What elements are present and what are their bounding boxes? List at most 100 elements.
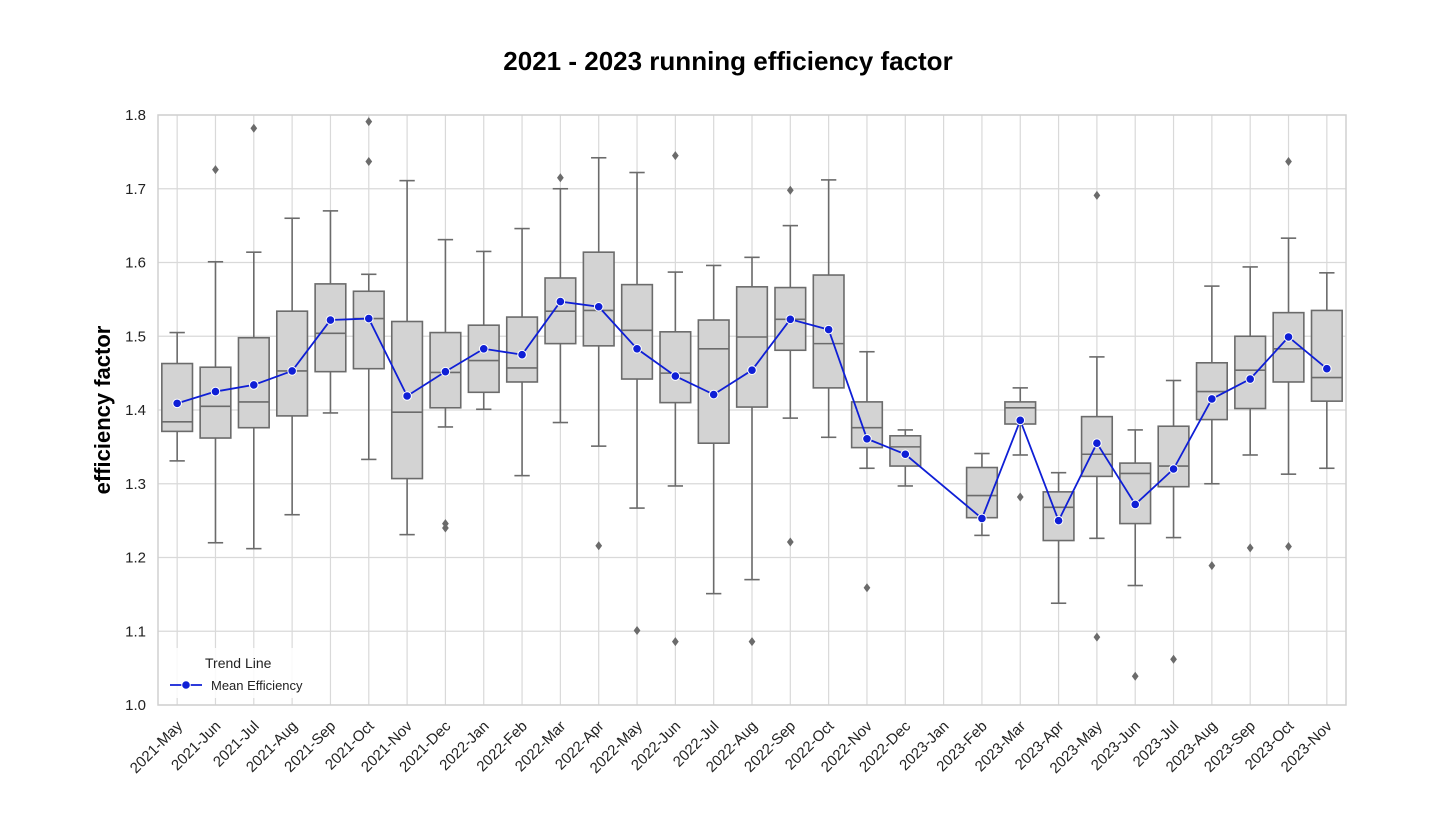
mean-efficiency-point: [670, 371, 681, 381]
mean-efficiency-point: [325, 315, 336, 325]
mean-efficiency-point: [363, 313, 374, 324]
mean-efficiency-point: [747, 365, 757, 375]
outlier-marker: [863, 583, 871, 593]
box-iqr: [735, 286, 769, 408]
box-iqr: [467, 324, 500, 394]
box-iqr: [697, 319, 730, 444]
box-2022-Jun: [659, 151, 692, 647]
outlier-marker: [1093, 632, 1101, 642]
box-2023-May: [1080, 190, 1114, 642]
trend-line: [172, 296, 1332, 526]
outlier-marker: [365, 156, 373, 166]
box-iqr: [582, 251, 615, 347]
box-2022-Feb: [505, 227, 539, 477]
legend-background: [162, 648, 322, 698]
outlier-marker: [1093, 190, 1101, 200]
outlier-marker: [633, 626, 641, 636]
box-2021-May: [161, 331, 194, 462]
y-tick-label: 1.7: [125, 181, 146, 198]
box-2021-Nov: [390, 179, 424, 536]
mean-efficiency-point: [1053, 515, 1064, 526]
outlier-marker: [786, 185, 794, 195]
outlier-marker: [748, 637, 756, 647]
box-iqr: [505, 316, 539, 383]
box-iqr: [1310, 309, 1343, 402]
y-tick-label: 1.8: [125, 107, 146, 124]
box-2021-Jul: [237, 123, 270, 550]
box-2023-Oct: [1272, 156, 1305, 551]
box-iqr: [352, 290, 385, 370]
box-iqr: [1234, 335, 1267, 410]
plot-frame: [157, 114, 1347, 706]
outlier-marker: [1285, 541, 1292, 551]
box-2023-Jun: [1119, 429, 1152, 681]
outlier-marker: [442, 519, 449, 529]
box-2023-Mar: [1004, 387, 1037, 502]
outlier-marker: [671, 637, 679, 647]
y-tick-label: 1.4: [125, 402, 146, 419]
mean-efficiency-point: [708, 389, 719, 400]
outlier-marker: [1016, 492, 1024, 502]
box-iqr: [620, 283, 654, 380]
y-tick-label: 1.1: [125, 623, 146, 640]
mean-efficiency-point: [1283, 332, 1294, 342]
box-iqr: [1157, 425, 1190, 488]
outlier-marker: [786, 537, 794, 547]
outlier-marker: [365, 117, 373, 127]
mean-efficiency-point: [172, 398, 182, 409]
mean-efficiency-point: [287, 366, 297, 376]
y-ticks: 1.0 1.1 1.2 1.3 1.4 1.5 1.6 1.7 1.8: [125, 107, 146, 714]
box-2022-May: [620, 171, 654, 636]
box-2022-Jul: [697, 264, 730, 595]
box-iqr: [1272, 311, 1305, 383]
box-2021-Oct: [352, 117, 385, 461]
box-2021-Sep: [314, 210, 347, 414]
box-2023-Sep: [1234, 266, 1267, 553]
mean-efficiency-point: [632, 343, 642, 354]
box-2022-Jan: [467, 250, 500, 411]
box-2022-Aug: [735, 256, 769, 647]
box-iqr: [314, 283, 347, 373]
mean-efficiency-point: [1322, 363, 1332, 374]
box-iqr: [1080, 415, 1114, 478]
box-2022-Oct: [812, 179, 845, 439]
mean-efficiency-point: [210, 386, 221, 397]
mean-efficiency-point: [823, 324, 834, 335]
mean-efficiency-point: [517, 349, 527, 360]
outlier-marker: [1285, 156, 1292, 166]
box-2023-Jul: [1157, 379, 1190, 664]
box-2021-Jun: [199, 165, 232, 544]
outlier-marker: [1208, 561, 1216, 571]
box-iqr: [199, 366, 232, 439]
mean-efficiency-point: [440, 366, 451, 377]
y-tick-label: 1.6: [125, 255, 146, 272]
mean-efficiency-point: [478, 343, 489, 354]
box-iqr: [659, 331, 692, 404]
box-iqr: [237, 336, 270, 429]
outlier-marker: [557, 173, 564, 183]
mean-efficiency-point: [785, 314, 796, 325]
mean-efficiency-point: [593, 301, 604, 312]
y-tick-label: 1.3: [125, 476, 146, 493]
outlier-marker: [1131, 671, 1139, 681]
outlier-marker: [1170, 654, 1177, 664]
outlier-marker: [671, 151, 679, 161]
chart-title: 2021 - 2023 running efficiency factor: [503, 46, 952, 76]
mean-efficiency-point: [1015, 415, 1026, 426]
mean-efficiency-point: [1168, 464, 1179, 474]
x-ticks: 2021-May2021-Jun2021-Jul2021-Aug2021-Sep…: [127, 717, 1336, 777]
mean-efficiency-point: [977, 513, 987, 524]
box-2021-Aug: [275, 217, 309, 516]
mean-efficiency-point: [1245, 374, 1255, 384]
box-iqr: [275, 310, 309, 417]
legend-marker-swatch: [181, 680, 191, 690]
mean-efficiency-point: [402, 391, 412, 401]
outlier-marker: [595, 541, 603, 551]
y-tick-label: 1.2: [125, 550, 146, 567]
outlier-marker: [212, 165, 219, 175]
mean-efficiency-line: [176, 300, 1328, 523]
box-2023-Nov: [1310, 272, 1343, 470]
mean-efficiency-point: [555, 296, 566, 307]
